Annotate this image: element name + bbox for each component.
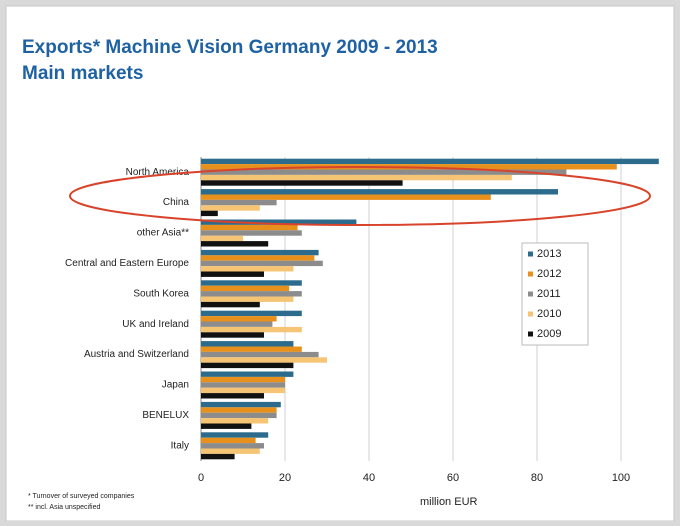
bar	[201, 393, 264, 399]
x-tick-label: 60	[447, 472, 459, 484]
bar	[201, 271, 264, 277]
bar	[201, 437, 256, 444]
legend-label: 2010	[537, 308, 561, 320]
y-tick-label: Central and Eastern Europe	[65, 258, 189, 269]
bar	[201, 180, 403, 186]
chart-subtitle: Main markets	[22, 63, 143, 84]
bar	[201, 174, 512, 181]
bar	[201, 296, 294, 302]
y-tick-label: Japan	[162, 380, 189, 391]
bar	[201, 453, 235, 460]
bar	[201, 230, 302, 236]
bar	[201, 189, 558, 195]
bar	[201, 346, 302, 352]
bar	[201, 387, 285, 394]
x-tick-label: 100	[612, 472, 630, 484]
x-tick-label: 0	[198, 472, 204, 484]
x-axis-label: million EUR	[420, 496, 478, 508]
y-tick-label: Austria and Switzerland	[84, 349, 189, 360]
bar	[201, 326, 302, 333]
bar	[201, 443, 264, 449]
legend-label: 2013	[537, 248, 561, 260]
bar	[201, 357, 327, 363]
bar	[201, 423, 252, 429]
bar	[201, 351, 319, 358]
legend-label: 2011	[537, 288, 561, 300]
highlight-ellipse	[69, 166, 651, 226]
bar	[201, 341, 294, 347]
bar	[201, 158, 659, 165]
bar	[201, 401, 281, 408]
y-tick-label: North America	[126, 167, 190, 178]
legend-swatch	[528, 271, 533, 277]
bar	[201, 332, 264, 338]
legend-label: 2009	[537, 328, 561, 340]
bar	[201, 169, 567, 175]
legend-label: 2012	[537, 268, 561, 280]
bar	[201, 382, 285, 388]
bar	[201, 432, 269, 438]
bar	[201, 210, 218, 217]
bar	[201, 260, 323, 267]
bar	[201, 224, 298, 231]
bar	[201, 376, 285, 383]
legend-swatch	[528, 331, 533, 337]
bar	[201, 418, 269, 424]
chart-title: Exports* Machine Vision Germany 2009 - 2…	[22, 37, 438, 58]
bar	[201, 285, 290, 292]
bars: North America China other Asia** Central an…	[65, 158, 659, 460]
bar	[201, 219, 357, 225]
bar	[201, 412, 277, 419]
y-tick-label: UK and Ireland	[122, 319, 189, 330]
legend-swatch	[528, 291, 533, 297]
bar	[201, 249, 319, 256]
bar	[201, 448, 260, 454]
bar	[201, 291, 302, 297]
bar	[201, 235, 243, 242]
footnote: * Turnover of surveyed companies	[28, 493, 135, 500]
legend-swatch	[528, 311, 533, 317]
bar	[201, 280, 302, 286]
bar	[201, 371, 294, 377]
y-tick-label: Italy	[171, 440, 189, 451]
bar	[201, 321, 273, 327]
x-tick-label: 40	[363, 472, 375, 484]
bar	[201, 301, 260, 308]
bar	[201, 241, 269, 247]
bar	[201, 407, 277, 413]
y-tick-label: other Asia**	[137, 228, 189, 239]
bar	[201, 194, 491, 200]
bar	[201, 255, 315, 261]
legend-swatch	[528, 251, 533, 257]
y-tick-label: South Korea	[133, 288, 189, 299]
bar	[201, 199, 277, 206]
bar	[201, 362, 294, 369]
y-tick-label: BENELUX	[142, 410, 189, 421]
bar	[201, 310, 302, 317]
bar	[201, 316, 277, 322]
footnote: ** incl. Asia unspecified	[28, 504, 100, 511]
bar	[201, 205, 260, 211]
y-tick-label: China	[163, 197, 190, 208]
x-tick-label: 20	[279, 472, 291, 484]
x-tick-label: 80	[531, 472, 543, 484]
bar	[201, 266, 294, 272]
